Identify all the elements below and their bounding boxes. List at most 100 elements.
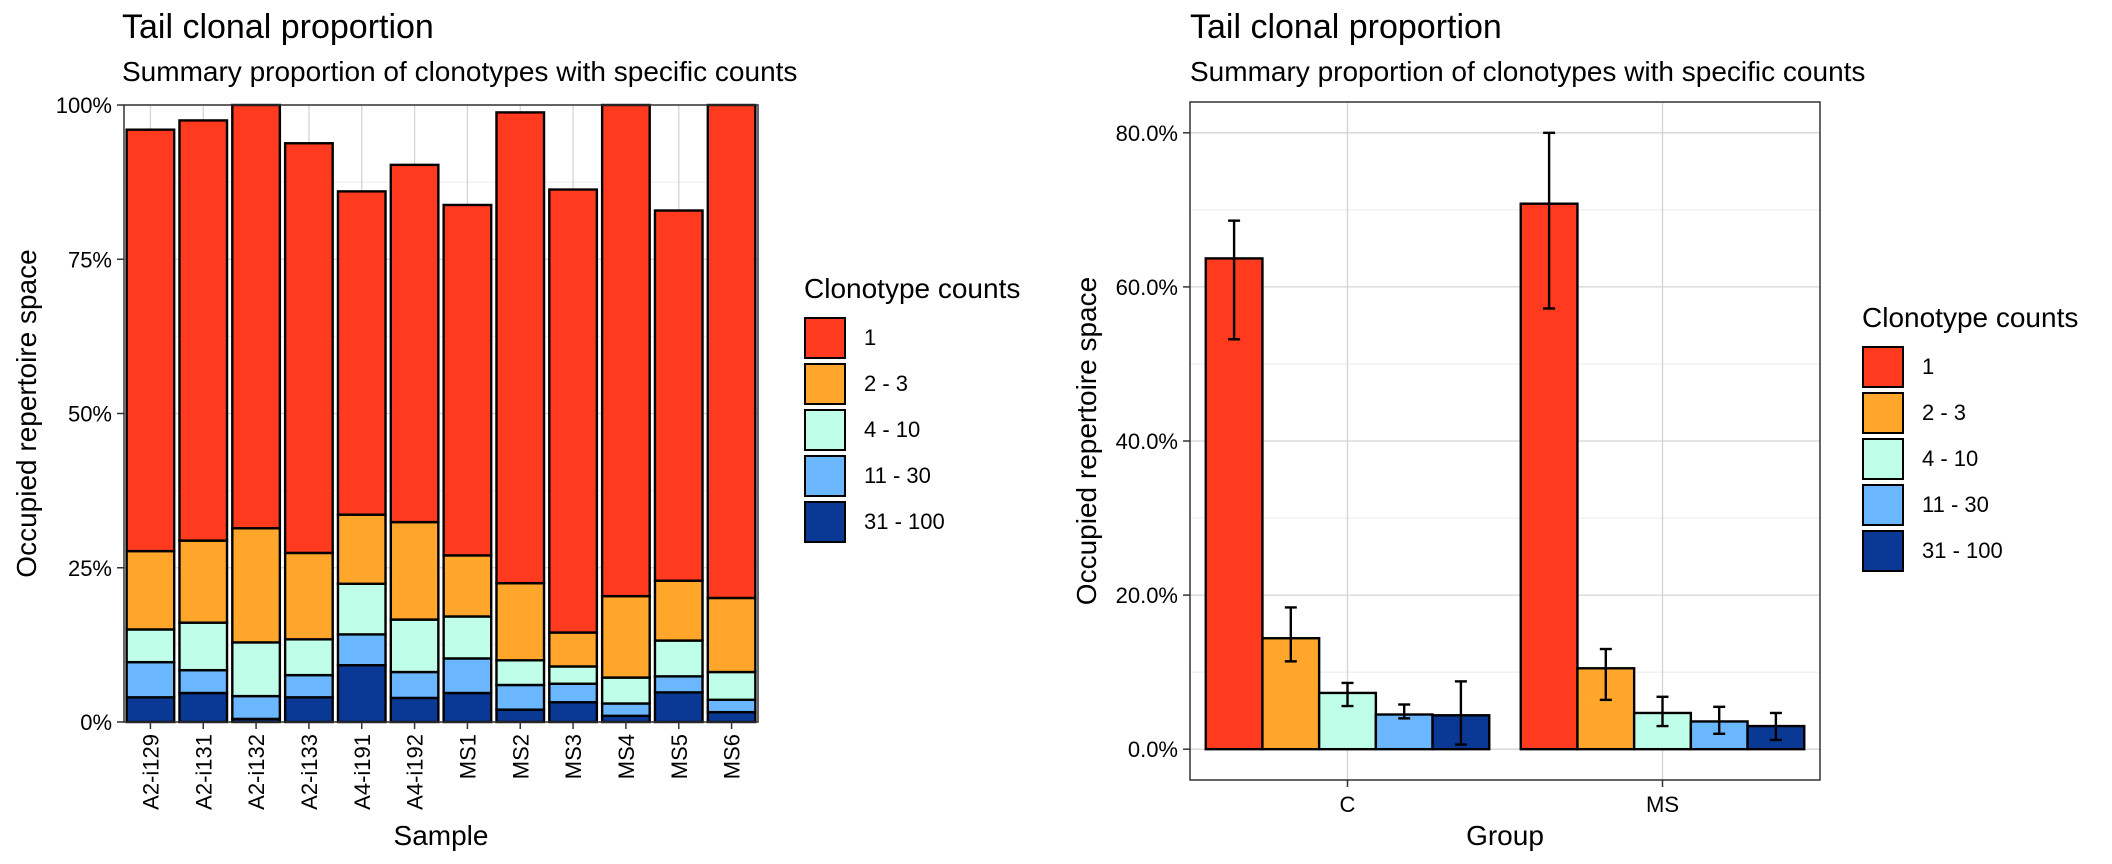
bar-segment <box>336 582 387 636</box>
bar-segment <box>495 683 546 711</box>
bar-segment <box>283 142 334 555</box>
x-tick-label: MS1 <box>455 734 480 779</box>
bar-segment <box>442 657 493 695</box>
y-tick-label: 0% <box>80 710 112 735</box>
x-tick-label: C <box>1340 792 1356 817</box>
legend-item: 1 <box>804 315 1020 361</box>
y-tick-label: 40.0% <box>1116 429 1178 454</box>
bar-segment <box>336 190 387 516</box>
bar-segment <box>178 691 229 724</box>
bar-segment <box>125 660 176 699</box>
bar-segment <box>389 696 440 724</box>
bar-segment <box>653 209 704 582</box>
bar-segment <box>231 694 282 721</box>
x-tick-label: MS <box>1646 792 1679 817</box>
bar-segment <box>178 119 229 542</box>
legend-label: 1 <box>1922 354 1935 379</box>
x-tick-label: MS3 <box>561 734 586 779</box>
bar-segment <box>442 554 493 618</box>
y-tick-label: 80.0% <box>1116 121 1178 146</box>
bar-segment <box>283 551 334 641</box>
legend-label: 2 - 3 <box>1922 400 1967 425</box>
chart-title: Tail clonal proportion <box>122 8 434 46</box>
legend: Clonotype counts 1 2 - 3 4 - 10 11 - 30 … <box>804 273 1020 545</box>
bar-segment <box>178 668 229 695</box>
legend-item: 2 - 3 <box>804 361 1020 407</box>
legend-swatch <box>1862 392 1904 434</box>
bar-segment <box>389 163 440 524</box>
bar-segment <box>125 696 176 724</box>
y-axis-ticks: 0% 25% 50% 75% 100% <box>56 93 124 735</box>
legend-swatch <box>804 363 846 405</box>
bar-segment <box>653 639 704 678</box>
x-tick-label: A2-i131 <box>191 734 216 810</box>
legend-item: 2 - 3 <box>1862 390 2078 436</box>
legend-swatch <box>1862 438 1904 480</box>
bar-segment <box>600 103 651 598</box>
bar-segment <box>600 676 651 705</box>
bar-segment <box>548 188 599 634</box>
legend-item: 11 - 30 <box>1862 482 2078 528</box>
bar-segment <box>706 710 757 724</box>
x-tick-label: A2-i129 <box>138 734 163 810</box>
bar-segment <box>548 701 599 724</box>
legend-item: 1 <box>1862 344 2078 390</box>
chart-title: Tail clonal proportion <box>1190 8 1502 46</box>
x-tick-label: A4-i191 <box>350 734 375 810</box>
legend-label: 11 - 30 <box>1922 492 1989 517</box>
bar-segment <box>389 618 440 674</box>
bar-segment <box>283 638 334 677</box>
bar-segment <box>178 621 229 672</box>
bar-segment <box>495 111 546 585</box>
legend-label: 1 <box>864 325 877 350</box>
bar-segment <box>283 696 334 724</box>
bar-segment <box>706 698 757 714</box>
y-axis-label: Occupied repertoire space <box>1071 277 1102 605</box>
legend-swatch <box>1862 346 1904 388</box>
bar-segment <box>706 596 757 674</box>
legend-label: 4 - 10 <box>864 417 921 442</box>
bar-segment <box>442 203 493 557</box>
legend-item: 4 - 10 <box>1862 436 2078 482</box>
legend-label: 31 - 100 <box>1922 538 2003 563</box>
bar-segment <box>495 659 546 687</box>
bar-segment <box>706 103 757 600</box>
error-bars <box>1228 131 1782 746</box>
bar <box>1374 713 1434 751</box>
bar-segment <box>653 675 704 694</box>
x-axis-ticks: C MS <box>1340 780 1679 817</box>
y-tick-label: 20.0% <box>1116 583 1178 608</box>
bar-segment <box>548 682 599 704</box>
x-axis-label: Sample <box>394 820 489 851</box>
bar-segment <box>389 670 440 700</box>
legend-title: Clonotype counts <box>804 273 1021 304</box>
legend-swatch <box>804 409 846 451</box>
legend: Clonotype counts 1 2 - 3 4 - 10 11 - 30 … <box>1862 302 2078 574</box>
y-axis-ticks: 0.0% 20.0% 40.0% 60.0% 80.0% <box>1116 121 1190 762</box>
bar-segment <box>706 670 757 701</box>
bar-segment <box>495 581 546 662</box>
legend-item: 11 - 30 <box>804 453 1020 499</box>
legend-swatch <box>804 501 846 543</box>
x-tick-label: MS6 <box>720 734 745 779</box>
bar-segment <box>231 641 282 698</box>
y-tick-label: 100% <box>56 93 112 118</box>
y-tick-label: 50% <box>68 402 112 427</box>
legend-title: Clonotype counts <box>1862 302 2079 333</box>
x-tick-label: MS2 <box>508 734 533 779</box>
x-axis-label: Group <box>1466 820 1544 851</box>
legend-swatch <box>1862 530 1904 572</box>
bar-segment <box>442 615 493 660</box>
bar-segment <box>125 549 176 631</box>
bar-segment <box>336 633 387 667</box>
bar-segment <box>653 691 704 724</box>
legend-item: 4 - 10 <box>804 407 1020 453</box>
legend-item: 31 - 100 <box>804 499 1020 545</box>
legend-swatch <box>804 455 846 497</box>
y-tick-label: 25% <box>68 556 112 581</box>
x-axis-ticks: A2-i129 A2-i131 A2-i132 A2-i133 A4-i191 A4-i1… <box>138 722 745 810</box>
bar-segment <box>495 708 546 724</box>
bar-segment <box>125 628 176 664</box>
y-tick-label: 0.0% <box>1128 737 1178 762</box>
x-tick-label: MS4 <box>614 734 639 779</box>
